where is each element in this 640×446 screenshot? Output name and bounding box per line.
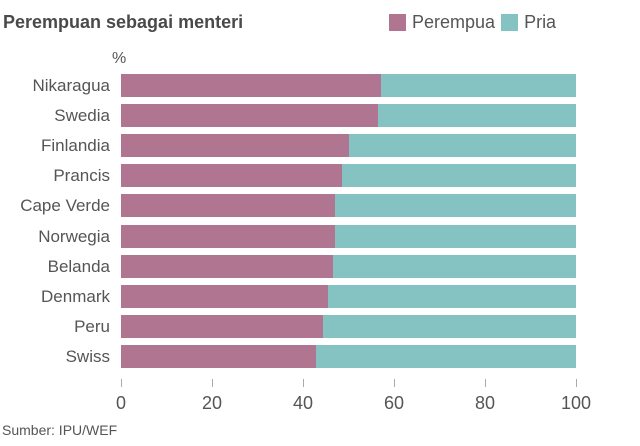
- axis-unit-label: %: [112, 50, 127, 67]
- bar-segment-female: [121, 344, 317, 368]
- x-axis-tick: [576, 379, 577, 387]
- chart-title: Perempuan sebagai menteri: [3, 12, 244, 32]
- x-axis-tick-label: 40: [292, 393, 314, 413]
- bar-segment-female: [121, 314, 324, 338]
- x-axis-tick-label: 100: [560, 393, 592, 413]
- bar-row: Prancis: [0, 164, 640, 188]
- bar-row: Belanda: [0, 254, 640, 278]
- category-label: Cape Verde: [20, 196, 110, 216]
- bar-segment-female: [121, 104, 379, 128]
- bar-segment-female: [121, 284, 329, 308]
- category-label: Swiss: [65, 346, 110, 366]
- stacked-bar: [121, 344, 576, 368]
- stacked-bar: [121, 164, 576, 188]
- stacked-bar: [121, 134, 576, 158]
- bar-segment-female: [121, 74, 381, 97]
- bar-segment-male: [323, 314, 576, 338]
- bar-row: Denmark: [0, 284, 640, 308]
- legend-label-female: Perempua: [412, 12, 496, 32]
- category-label: Nikaragua: [32, 76, 111, 95]
- x-axis-tick: [121, 379, 122, 387]
- legend-item-male: Pria: [501, 12, 556, 33]
- legend-swatch-male: [501, 14, 519, 31]
- source-note: Sumber: IPU/WEF: [2, 422, 118, 438]
- stacked-bar: [121, 254, 576, 278]
- legend-item-female: Perempua: [389, 12, 495, 33]
- stacked-bar: [121, 194, 576, 218]
- x-axis-tick-label: 60: [383, 393, 405, 413]
- bar-segment-female: [121, 164, 343, 188]
- bar-segment-male: [348, 134, 576, 158]
- x-axis-tick-label: 80: [474, 393, 496, 413]
- bar-row: Finlandia: [0, 134, 640, 158]
- bar-segment-female: [121, 194, 336, 218]
- legend: Perempua Pria: [389, 12, 562, 33]
- x-axis-tick: [485, 379, 486, 387]
- bar-segment-male: [378, 104, 576, 128]
- legend-swatch-female: [389, 14, 406, 31]
- x-axis-tick: [394, 379, 395, 387]
- category-label: Norwegia: [38, 226, 110, 246]
- bar-segment-female: [121, 134, 349, 158]
- bar-segment-male: [335, 224, 576, 248]
- category-label: Finlandia: [41, 136, 110, 156]
- stacked-bar: [121, 224, 576, 248]
- bar-row: Norwegia: [0, 224, 640, 248]
- bar-segment-male: [316, 344, 576, 368]
- category-label: Belanda: [47, 256, 110, 276]
- stacked-bar: [121, 104, 576, 128]
- category-label: Swedia: [54, 106, 110, 126]
- bar-row: Swiss: [0, 344, 640, 368]
- bar-segment-male: [333, 254, 576, 278]
- category-label: Prancis: [53, 166, 110, 186]
- x-axis-tick-label: 0: [115, 393, 126, 413]
- bar-row: Peru: [0, 314, 640, 338]
- x-axis-tick: [212, 379, 213, 387]
- category-label: Denmark: [41, 286, 110, 306]
- stacked-bar: [121, 284, 576, 308]
- bar-segment-male: [328, 284, 576, 308]
- x-axis-tick-label: 20: [201, 393, 223, 413]
- legend-label-male: Pria: [524, 12, 557, 32]
- bar-row: Cape Verde: [0, 194, 640, 218]
- bar-row: Swedia: [0, 104, 640, 128]
- stacked-bar: [121, 314, 576, 338]
- bar-segment-male: [380, 74, 576, 97]
- bar-segment-male: [335, 194, 576, 218]
- bar-segment-female: [121, 224, 336, 248]
- stacked-bar: [121, 74, 576, 97]
- bar-row: Nikaragua: [0, 74, 640, 97]
- x-axis-tick: [303, 379, 304, 387]
- category-label: Peru: [74, 316, 110, 336]
- bar-segment-female: [121, 254, 334, 278]
- bar-segment-male: [342, 164, 576, 188]
